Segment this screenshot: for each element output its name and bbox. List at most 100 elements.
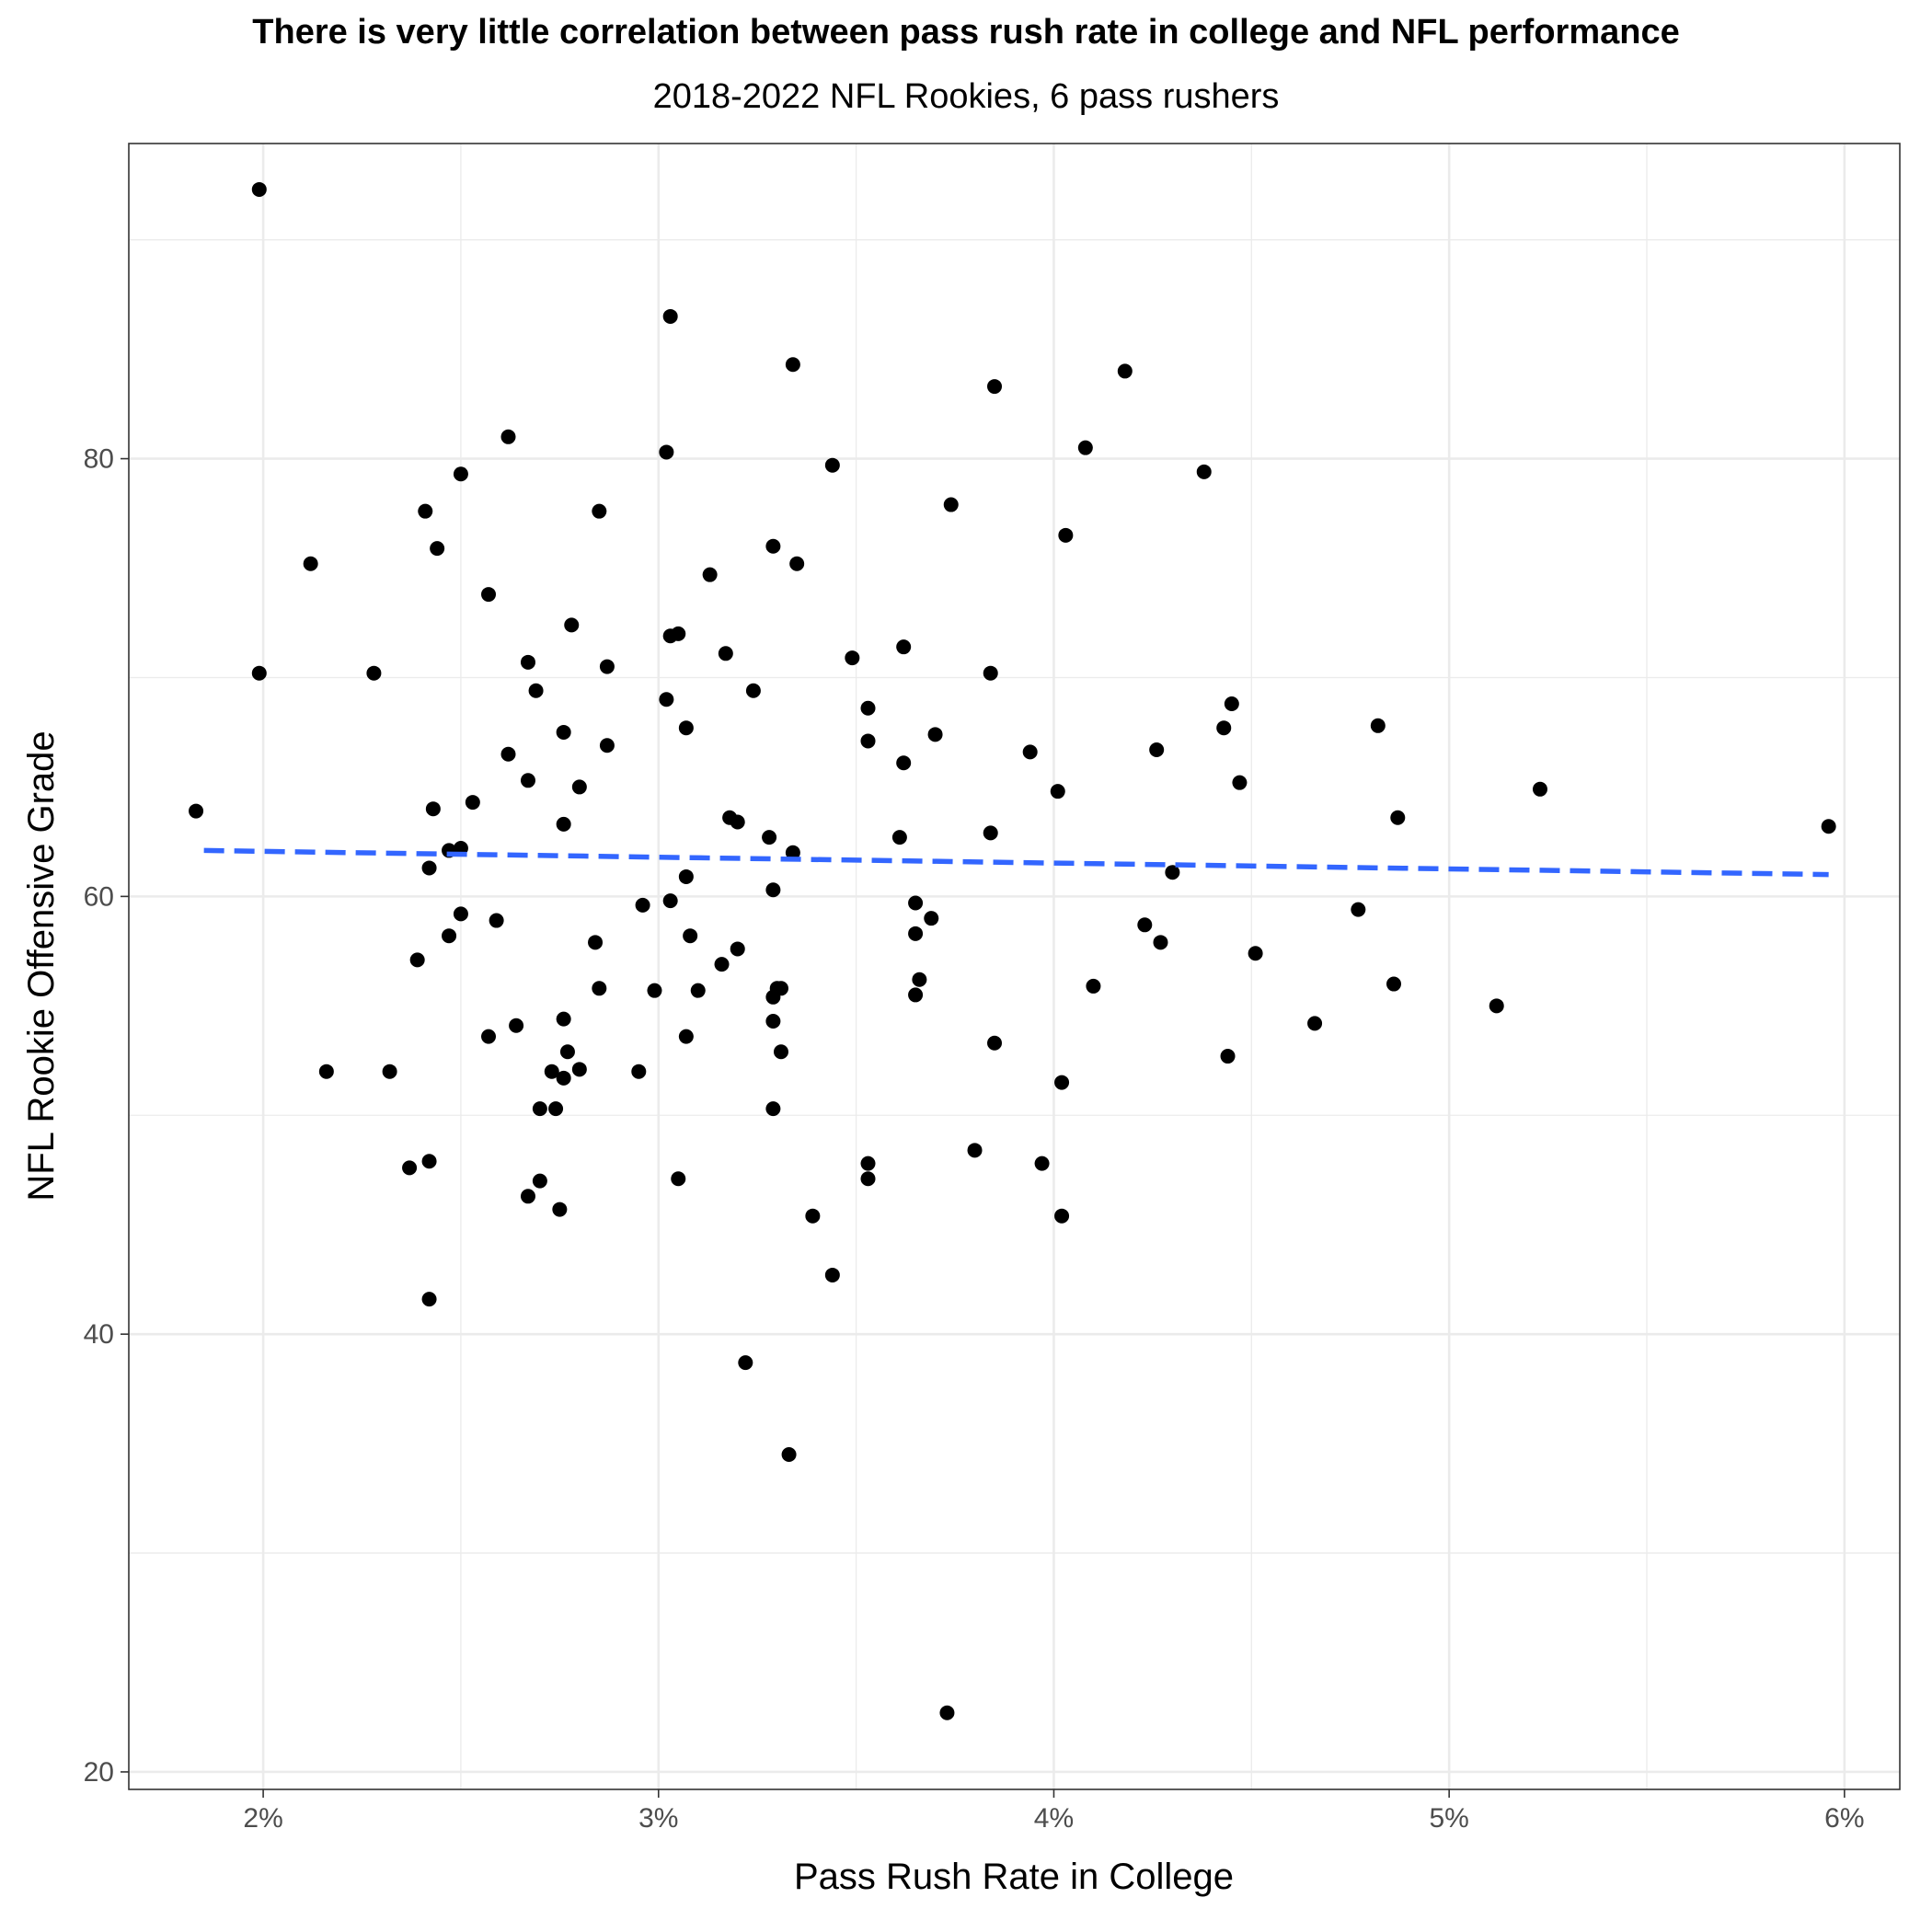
data-point [1117,363,1133,379]
data-point [765,989,781,1005]
data-point [860,1171,876,1187]
data-point [532,1101,547,1117]
data-point [1532,781,1547,797]
data-point [1224,696,1239,712]
minor-gridlines [129,144,1900,1789]
chart-subtitle: 2018-2022 NFL Rookies, 6 pass rushers [652,77,1280,116]
data-point [765,1101,781,1117]
data-point [430,541,445,557]
data-point [500,429,516,444]
data-point [1054,1208,1070,1224]
data-point [1034,1156,1050,1171]
data-point [987,1035,1003,1051]
data-point [896,755,912,771]
data-point [1307,1016,1323,1031]
data-point [500,746,516,762]
data-point [1248,946,1263,961]
data-point [718,646,733,661]
plot-panel-border [128,143,1901,1790]
data-point [421,860,437,876]
data-point [738,1355,753,1371]
data-point [631,1064,647,1079]
data-point [781,1447,797,1463]
data-point [1370,718,1386,733]
y-axis-label: NFL Rookie Offensive Grade [21,730,62,1201]
data-point [599,659,615,674]
data-point [659,692,674,707]
data-point [303,556,318,571]
data-point [481,1029,497,1044]
data-point [564,617,580,633]
data-point [924,911,939,926]
data-point [1149,742,1165,757]
data-point [251,665,267,681]
data-point [702,567,718,582]
data-point [552,1202,568,1217]
data-point [453,466,468,482]
data-point [421,1292,437,1307]
x-tick-label: 5% [1429,1803,1468,1834]
data-point [520,654,535,670]
data-point [465,795,480,811]
data-point [765,538,781,554]
y-tick-label: 40 [84,1319,114,1350]
data-point [860,733,876,749]
data-point [860,700,876,716]
data-point [714,957,730,972]
data-point [912,972,927,987]
data-point [896,639,912,655]
data-point [1489,998,1504,1014]
data-point [1153,935,1168,950]
data-point [762,830,777,845]
data-point [481,587,497,603]
data-point [532,1173,547,1189]
trend-line [203,847,1829,878]
data-point [943,497,959,512]
data-point [1086,978,1101,994]
data-point [745,683,761,698]
data-point [1351,902,1366,917]
data-point [544,1064,559,1079]
data-point [599,738,615,753]
data-point [824,1267,840,1282]
data-point [908,895,924,911]
data-point [559,1044,575,1060]
data-point [548,1101,564,1117]
data-point [556,1011,571,1027]
data-point [908,926,924,941]
y-tick-label: 60 [84,881,114,912]
data-point [824,457,840,473]
x-axis-label: Pass Rush Rate in College [794,1857,1234,1897]
data-point [789,556,805,571]
data-point [556,1070,571,1086]
data-point [647,983,662,998]
data-point [421,1154,437,1169]
data-point [442,928,457,944]
data-point [908,987,924,1003]
data-point [785,845,800,860]
data-point [671,626,686,641]
data-point [860,1156,876,1171]
data-point [730,814,745,830]
y-tick-label: 80 [84,444,114,475]
data-point [1165,865,1180,880]
data-point [987,379,1003,395]
data-point [662,893,678,909]
data-point [939,1705,955,1720]
data-point [592,981,607,996]
data-point [556,816,571,832]
x-tick-label: 4% [1034,1803,1074,1834]
data-point [683,928,698,944]
data-point [528,683,544,698]
data-point [571,1062,587,1077]
data-point [1137,917,1153,933]
data-point [1077,440,1093,455]
data-point [773,1044,788,1060]
data-point [402,1160,418,1176]
data-point [678,868,694,884]
data-point [678,1029,694,1044]
data-point [251,181,267,197]
data-point [520,773,535,788]
data-point [805,1208,821,1224]
